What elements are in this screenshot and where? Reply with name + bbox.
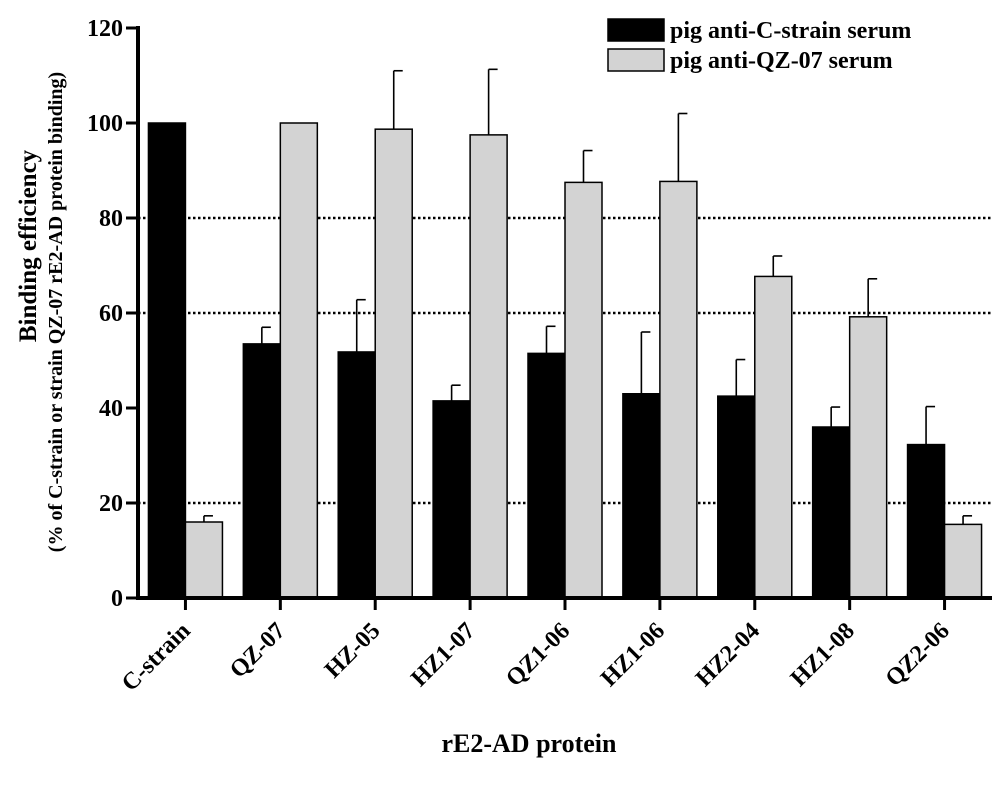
x-tick-label: QZ1-06 xyxy=(501,618,575,692)
bar xyxy=(242,343,282,599)
bar xyxy=(564,181,603,599)
bar xyxy=(147,122,187,599)
y-tick-label: 40 xyxy=(99,396,123,422)
bar xyxy=(432,400,471,599)
x-axis-title: rE2-AD protein xyxy=(441,729,617,758)
bar xyxy=(943,523,983,599)
x-tick-label: HZ1-06 xyxy=(596,618,670,692)
bar xyxy=(469,134,508,599)
y-tick-label: 120 xyxy=(87,16,123,42)
bar xyxy=(754,275,793,599)
legend: pig anti-C-strain serum pig anti-QZ-07 se… xyxy=(607,18,911,74)
bar xyxy=(906,443,946,599)
x-tick-label: HZ1-07 xyxy=(406,618,480,692)
bar xyxy=(717,395,756,599)
y-tick-label: 60 xyxy=(99,301,123,327)
x-tick-label: HZ2-04 xyxy=(691,618,765,692)
y-tick-label: 0 xyxy=(111,586,123,612)
bar xyxy=(337,351,376,599)
bar xyxy=(848,316,888,599)
legend-label: pig anti-QZ-07 serum xyxy=(670,48,893,74)
bar xyxy=(279,122,319,599)
bar xyxy=(622,393,661,599)
bar xyxy=(659,180,698,599)
x-tick-label: QZ-07 xyxy=(225,618,291,684)
legend-swatch xyxy=(607,48,665,72)
legend-swatch xyxy=(607,18,665,42)
x-tick-label: HZ-05 xyxy=(320,618,386,684)
bar xyxy=(374,128,413,599)
y-tick-label: 100 xyxy=(87,111,123,137)
bar xyxy=(527,352,566,599)
y-axis-subtitle: (% of C-strain or strain QZ-07 rE2-AD pr… xyxy=(45,72,67,552)
bar xyxy=(184,521,224,599)
x-tick-label: QZ2-06 xyxy=(881,618,955,692)
legend-label: pig anti-C-strain serum xyxy=(670,18,911,44)
bar xyxy=(811,426,851,599)
x-tick-label: HZ1-08 xyxy=(786,618,860,692)
x-tick-label: C-strain xyxy=(117,618,196,697)
y-axis-title: Binding efficiency xyxy=(15,149,42,342)
bars-group xyxy=(147,68,983,599)
y-tick-label: 80 xyxy=(99,206,123,232)
y-tick-label: 20 xyxy=(99,491,123,517)
